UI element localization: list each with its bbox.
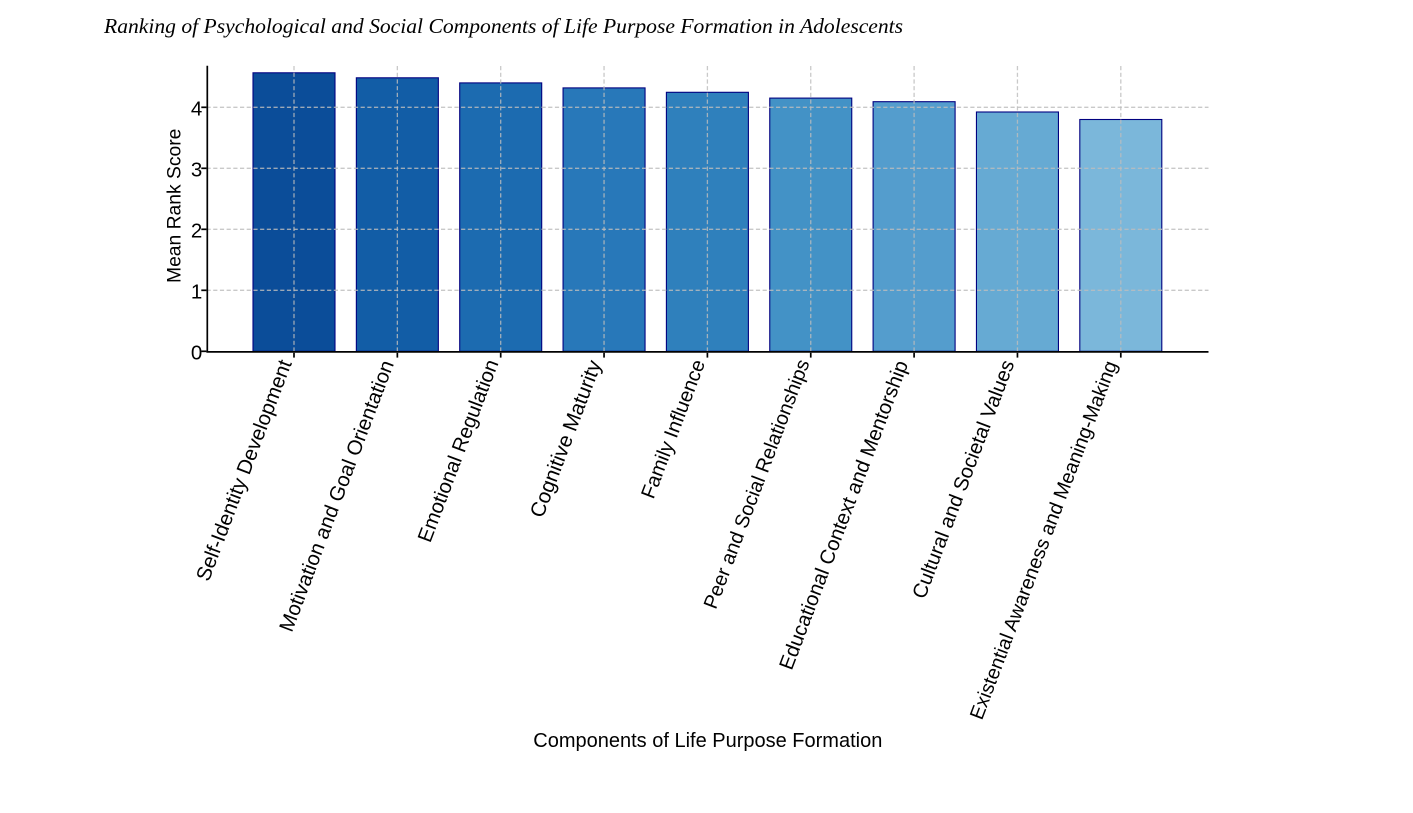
svg-text:Components of Life Purpose For: Components of Life Purpose Formation (533, 730, 882, 752)
svg-text:1: 1 (191, 281, 202, 304)
svg-text:Mean Rank Score: Mean Rank Score (165, 129, 186, 283)
svg-text:2: 2 (191, 220, 202, 243)
svg-text:3: 3 (191, 159, 202, 182)
svg-text:4: 4 (191, 98, 202, 121)
svg-text:0: 0 (191, 342, 202, 365)
svg-text:Ranking of Psychological and S: Ranking of Psychological and Social Comp… (103, 14, 903, 38)
